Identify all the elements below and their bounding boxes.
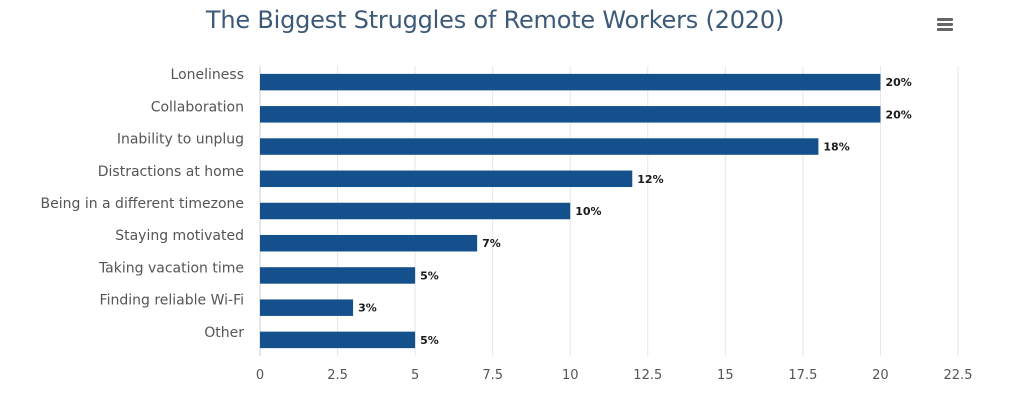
data-label: 18% [823, 141, 849, 154]
data-label: 3% [358, 302, 377, 315]
bar[interactable] [260, 234, 478, 252]
chart-title: The Biggest Struggles of Remote Workers … [205, 6, 785, 34]
hamburger-icon [937, 18, 953, 21]
bar[interactable] [260, 202, 571, 220]
bar[interactable] [260, 267, 416, 284]
x-tick-label: 10 [562, 368, 579, 383]
category-label: Staying motivated [115, 228, 244, 244]
data-labels: 20% 20% 18% 12% 10% 7% 5% 3% 5% [358, 76, 912, 347]
x-tick-label: 15 [717, 368, 734, 383]
bar[interactable] [260, 106, 881, 123]
data-label: 20% [885, 76, 911, 89]
category-label: Inability to unplug [117, 132, 244, 148]
category-labels: Loneliness Collaboration Inability to unpl… [41, 67, 245, 341]
data-label: 20% [885, 108, 911, 121]
data-label: 7% [482, 237, 501, 250]
category-label: Finding reliable Wi-Fi [100, 293, 244, 309]
data-label: 10% [575, 205, 601, 218]
x-tick-label: 12.5 [633, 368, 662, 383]
bar[interactable] [260, 73, 881, 91]
category-label: Taking vacation time [98, 260, 244, 276]
category-label: Other [204, 325, 244, 341]
x-tick-label: 17.5 [788, 368, 817, 383]
data-label: 12% [637, 173, 663, 186]
category-label: Collaboration [151, 99, 244, 115]
x-tick-label: 0 [256, 368, 264, 383]
x-tick-label: 5 [411, 368, 419, 383]
bar[interactable] [260, 138, 819, 155]
bar[interactable] [260, 299, 354, 316]
category-label: Being in a different timezone [41, 196, 245, 212]
bar[interactable] [260, 170, 633, 188]
data-label: 5% [420, 334, 439, 347]
category-label: Distractions at home [98, 164, 244, 180]
chart-menu-button[interactable] [932, 12, 958, 38]
category-label: Loneliness [171, 67, 244, 83]
bars [260, 73, 881, 349]
x-axis-ticks: 0 2.5 5 7.5 10 12.5 15 17.5 20 22.5 [256, 368, 973, 383]
x-tick-label: 20 [872, 368, 889, 383]
x-tick-label: 2.5 [327, 368, 348, 383]
x-tick-label: 22.5 [944, 368, 973, 383]
bar[interactable] [260, 331, 416, 349]
data-label: 5% [420, 269, 439, 282]
x-tick-label: 7.5 [482, 368, 503, 383]
